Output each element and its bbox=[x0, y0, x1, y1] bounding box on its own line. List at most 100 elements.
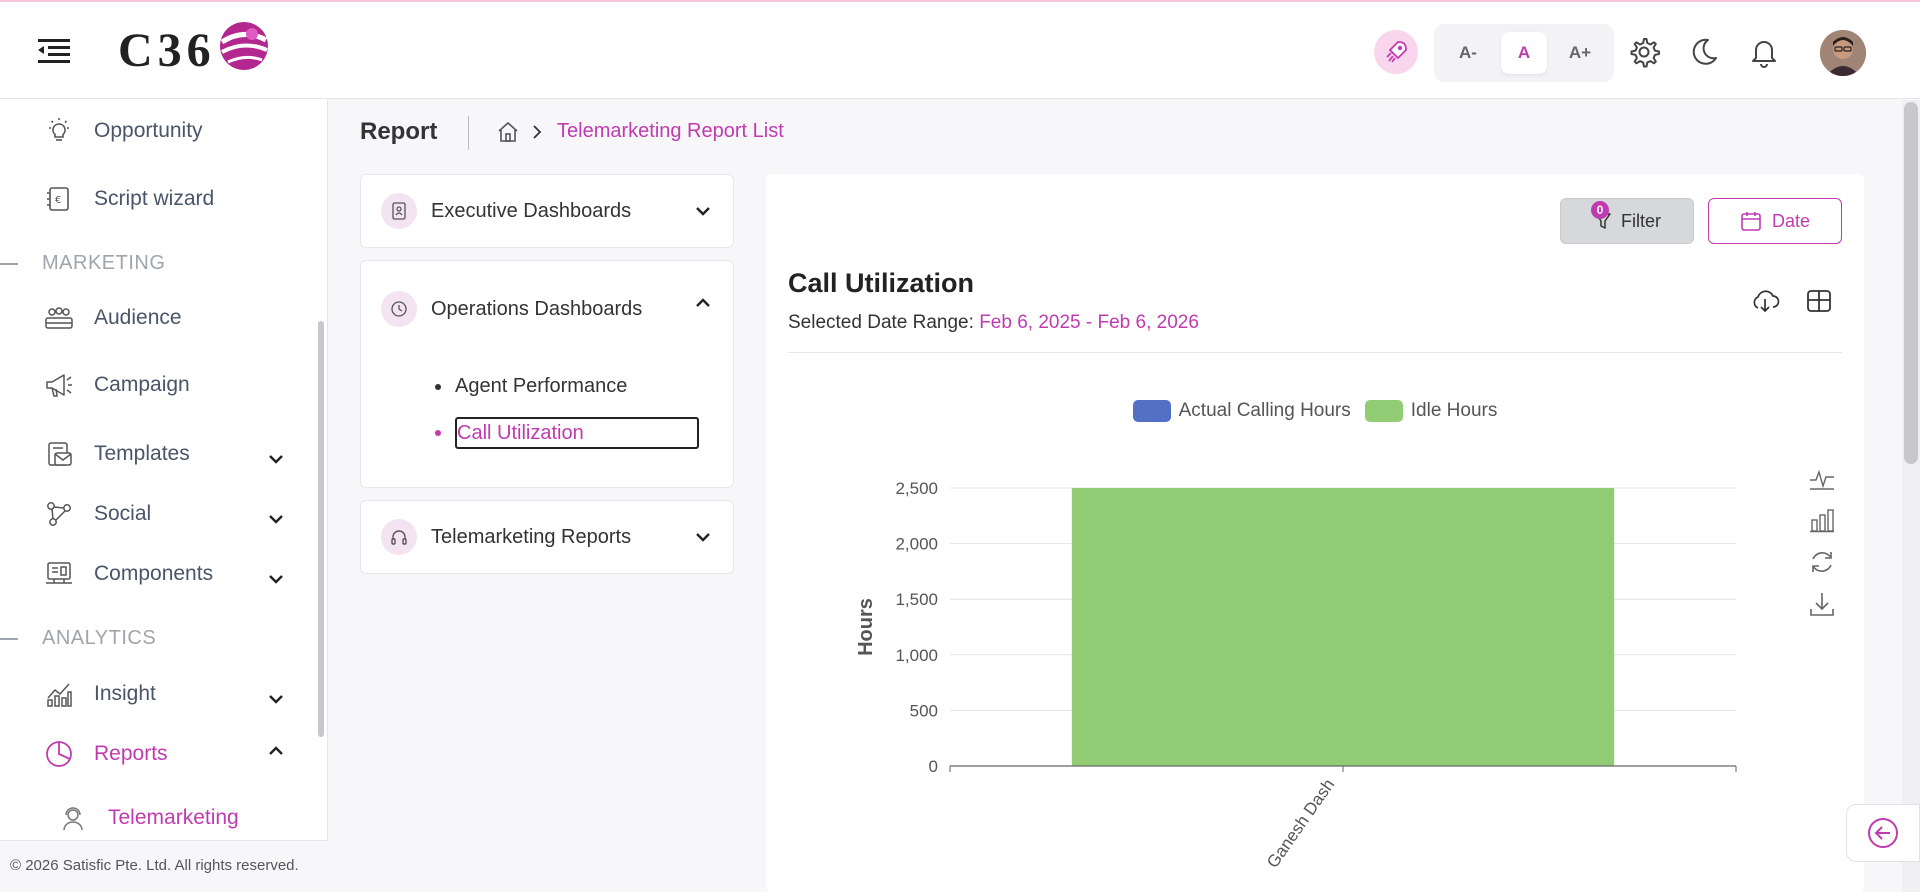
lightbulb-icon bbox=[49, 118, 69, 141]
line-chart-toggle-icon[interactable] bbox=[1808, 464, 1836, 492]
sidebar-item-social[interactable]: Social bbox=[44, 499, 283, 529]
filter-count-badge: 0 bbox=[1591, 201, 1609, 219]
y-tick-label: 500 bbox=[910, 701, 938, 720]
rocket-icon bbox=[1386, 41, 1407, 63]
y-tick-label: 1,500 bbox=[895, 590, 938, 609]
chart-legend: Actual Calling Hours Idle Hours bbox=[766, 400, 1864, 422]
headphones-icon bbox=[391, 530, 407, 545]
insight-chart-icon bbox=[47, 683, 72, 707]
sidebar-item-label: Audience bbox=[94, 306, 182, 329]
legend-swatch bbox=[1132, 400, 1171, 422]
app-header: C36 A- A A+ bbox=[0, 2, 1920, 99]
funnel-icon bbox=[1595, 213, 1611, 229]
table-view-icon[interactable] bbox=[1806, 288, 1832, 314]
accordion-operations-dashboards: Operations Dashboards Agent Performance … bbox=[360, 260, 734, 488]
accordion-title: Telemarketing Reports bbox=[431, 525, 632, 548]
top-accent-line bbox=[0, 0, 1920, 2]
legend-item-idle[interactable]: Idle Hours bbox=[1364, 400, 1498, 422]
chevron-up-icon bbox=[696, 298, 710, 307]
sidebar-item-telemarketing[interactable]: Telemarketing bbox=[58, 803, 239, 833]
date-range-label: Selected Date Range: bbox=[788, 312, 974, 333]
sidebar-item-label: Insight bbox=[94, 682, 156, 705]
font-default-button[interactable]: A bbox=[1501, 32, 1547, 74]
page-scrollbar[interactable] bbox=[1902, 100, 1920, 892]
sidebar-scrollbar[interactable] bbox=[318, 321, 324, 737]
date-button[interactable]: Date bbox=[1708, 198, 1842, 244]
calendar-icon bbox=[1741, 212, 1761, 231]
font-decrease-button[interactable]: A- bbox=[1459, 43, 1477, 62]
rocket-button[interactable] bbox=[1374, 30, 1418, 74]
section-title-analytics: ANALYTICS bbox=[0, 627, 156, 650]
menu-item-call-utilization[interactable]: Call Utilization bbox=[435, 417, 699, 449]
call-utilization-chart: 0 500 1,000 1,500 2,000 2,500 Hours Ganesh Dash bbox=[855, 479, 1737, 871]
sidebar-item-opportunity[interactable]: Opportunity bbox=[44, 116, 203, 146]
page-scrollbar-thumb[interactable] bbox=[1904, 102, 1918, 464]
bar-idle[interactable] bbox=[1071, 488, 1615, 766]
report-panel: 0 Filter Date Call Utilization Selected … bbox=[766, 174, 1864, 892]
chevron-down-icon bbox=[269, 575, 283, 584]
gear-icon[interactable] bbox=[1628, 36, 1660, 68]
sidebar-item-insight[interactable]: Insight bbox=[44, 679, 283, 709]
sidebar-item-label: Telemarketing bbox=[108, 806, 239, 829]
svg-text:€: € bbox=[55, 195, 61, 206]
sidebar-item-label: Opportunity bbox=[94, 119, 203, 142]
date-range-value: Feb 6, 2025 - Feb 6, 2026 bbox=[979, 312, 1199, 333]
sidebar-item-label: Templates bbox=[94, 442, 190, 465]
font-increase-button[interactable]: A+ bbox=[1568, 43, 1592, 62]
sidebar-item-script-wizard[interactable]: € Script wizard bbox=[44, 184, 214, 214]
sidebar-item-components[interactable]: Components bbox=[44, 559, 283, 589]
date-label: Date bbox=[1771, 210, 1811, 231]
app-logo[interactable]: C36 bbox=[118, 20, 270, 80]
breadcrumb-current[interactable]: Telemarketing Report List bbox=[557, 120, 784, 142]
moon-icon[interactable] bbox=[1688, 36, 1720, 68]
y-axis-label: Hours bbox=[855, 598, 877, 656]
menu-item-agent-performance[interactable]: Agent Performance bbox=[435, 375, 627, 398]
cloud-download-icon[interactable] bbox=[1750, 286, 1780, 316]
sidebar: Opportunity € Script wizard MARKETING Au… bbox=[0, 99, 328, 892]
accordion-header[interactable]: Telemarketing Reports bbox=[381, 501, 713, 573]
page-title: Report bbox=[360, 118, 438, 145]
copyright-footer: © 2026 Satisfic Pte. Ltd. All rights res… bbox=[0, 840, 328, 892]
social-network-icon bbox=[47, 502, 71, 526]
logo-globe-icon bbox=[219, 22, 268, 70]
sidebar-item-reports[interactable]: Reports bbox=[44, 739, 283, 769]
home-icon[interactable] bbox=[496, 120, 520, 144]
font-size-switcher: A- A A+ bbox=[1434, 24, 1614, 82]
y-tick-label: 2,500 bbox=[895, 479, 938, 498]
bell-icon[interactable] bbox=[1748, 36, 1780, 68]
download-image-icon[interactable] bbox=[1808, 590, 1836, 618]
sidebar-item-campaign[interactable]: Campaign bbox=[44, 370, 190, 400]
templates-icon bbox=[48, 442, 72, 466]
chevron-down-icon bbox=[696, 207, 710, 216]
chevron-down-icon bbox=[269, 515, 283, 524]
filter-button[interactable]: 0 Filter bbox=[1560, 198, 1694, 244]
legend-item-actual-calling[interactable]: Actual Calling Hours bbox=[1132, 400, 1351, 422]
menu-collapse-icon[interactable] bbox=[36, 36, 72, 66]
date-range-text: Selected Date Range: Feb 6, 2025 - Feb 6… bbox=[788, 312, 1199, 334]
back-button[interactable] bbox=[1846, 804, 1920, 862]
bar-chart-toggle-icon[interactable] bbox=[1808, 506, 1836, 534]
components-icon bbox=[46, 562, 72, 584]
panel-divider bbox=[788, 352, 1842, 353]
filter-label: Filter bbox=[1621, 210, 1661, 231]
x-tick-label: Ganesh Dash bbox=[1263, 775, 1338, 871]
logo-text: C36 bbox=[118, 23, 216, 77]
legend-label: Idle Hours bbox=[1410, 400, 1498, 421]
accordion-title: Operations Dashboards bbox=[431, 297, 643, 320]
accordion-title: Executive Dashboards bbox=[431, 199, 632, 222]
chevron-down-icon bbox=[696, 533, 710, 542]
arrow-left-circle-icon bbox=[1868, 818, 1898, 848]
audience-icon bbox=[45, 307, 73, 329]
refresh-icon[interactable] bbox=[1808, 548, 1836, 576]
sidebar-item-audience[interactable]: Audience bbox=[44, 303, 182, 333]
report-title: Call Utilization bbox=[788, 268, 975, 298]
accordion-header[interactable]: Executive Dashboards bbox=[381, 175, 713, 247]
legend-label: Actual Calling Hours bbox=[1178, 400, 1351, 421]
megaphone-icon bbox=[46, 374, 72, 397]
script-icon: € bbox=[47, 187, 69, 211]
accordion-header[interactable]: Operations Dashboards bbox=[381, 273, 713, 345]
user-avatar[interactable] bbox=[1820, 30, 1866, 76]
y-tick-label: 0 bbox=[929, 757, 938, 776]
sidebar-item-templates[interactable]: Templates bbox=[44, 439, 283, 469]
breadcrumb-divider bbox=[468, 116, 469, 150]
